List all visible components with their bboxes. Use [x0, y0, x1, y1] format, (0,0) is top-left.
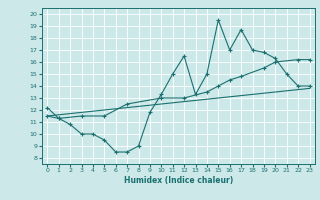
X-axis label: Humidex (Indice chaleur): Humidex (Indice chaleur) — [124, 176, 233, 185]
